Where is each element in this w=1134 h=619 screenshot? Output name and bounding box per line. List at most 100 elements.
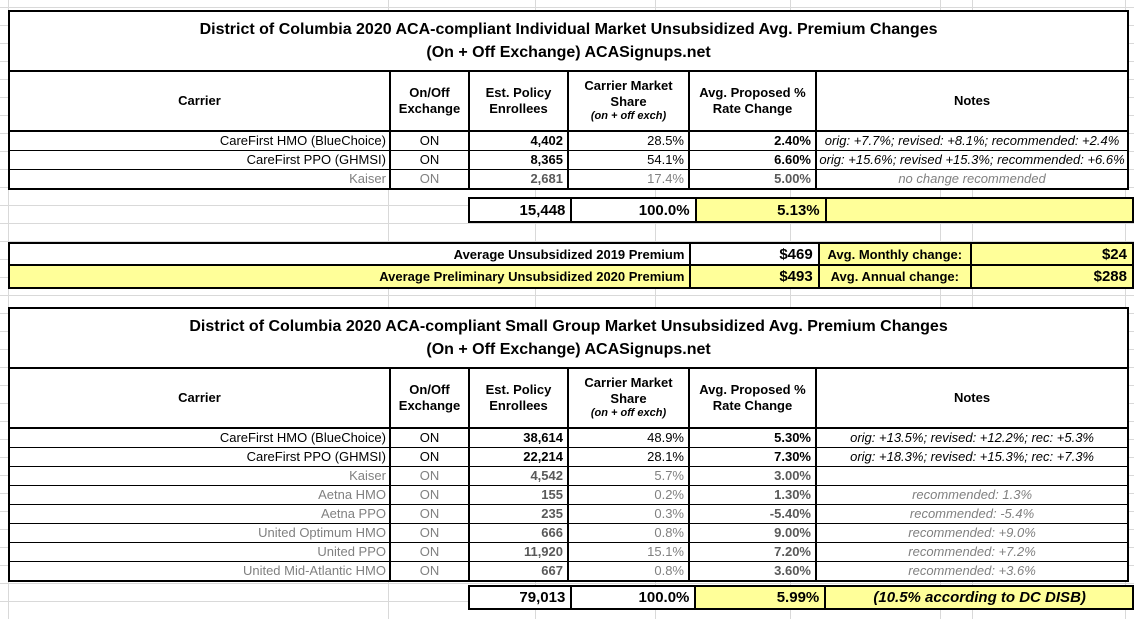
cell-on-off: ON	[389, 169, 470, 190]
header-avg-proposed-rate-change: Avg. Proposed % Rate Change	[688, 70, 817, 132]
table-row: Aetna HMO ON 155 0.2% 1.30% recommended:…	[8, 485, 1130, 505]
cell-notes: orig: +13.5%; revised: +12.2%; rec: +5.3…	[814, 427, 1130, 448]
total-market-share: 100.0%	[570, 585, 697, 610]
header-share-sub: (on + off exch)	[590, 407, 667, 420]
summary-row-2019: Average Unsubsidized 2019 Premium $469 A…	[7, 242, 1134, 266]
cell-on-off: ON	[389, 150, 470, 170]
table-row: CareFirst PPO (GHMSI) ON 8,365 54.1% 6.6…	[8, 150, 1130, 170]
cell-enrollees: 8,365	[468, 150, 569, 170]
cell-carrier: Kaiser	[8, 466, 391, 486]
cell-notes: recommended: +7.2%	[814, 542, 1130, 562]
monthly-change-value: $24	[969, 242, 1134, 266]
header-carrier: Carrier	[8, 367, 391, 429]
summary-value-2019: $469	[689, 242, 820, 266]
total-notes	[824, 197, 1134, 223]
cell-carrier: United Optimum HMO	[8, 523, 391, 543]
individual-totals-row: 15,448 100.0% 5.13%	[467, 197, 1134, 223]
header-est-policy-enrollees: Est. Policy Enrollees	[468, 70, 569, 132]
cell-enrollees: 4,402	[468, 130, 569, 151]
cell-on-off: ON	[389, 130, 470, 151]
table-row: United Mid-Atlantic HMO ON 667 0.8% 3.60…	[8, 561, 1130, 582]
annual-change-value: $288	[969, 264, 1134, 289]
cell-carrier: United Mid-Atlantic HMO	[8, 561, 391, 582]
cell-on-off: ON	[389, 447, 470, 467]
header-carrier-market-share: Carrier Market Share (on + off exch)	[567, 70, 690, 132]
cell-notes	[814, 466, 1130, 486]
cell-notes: orig: +15.6%; revised +15.3%; recommende…	[814, 150, 1130, 170]
individual-table-title: District of Columbia 2020 ACA-compliant …	[7, 10, 1130, 72]
summary-value-2020: $493	[689, 264, 820, 289]
summary-label-2019: Average Unsubsidized 2019 Premium	[7, 242, 692, 266]
cell-on-off: ON	[389, 561, 470, 582]
header-est-policy-enrollees: Est. Policy Enrollees	[468, 367, 569, 429]
total-enrollees: 79,013	[467, 585, 573, 610]
total-market-share: 100.0%	[570, 197, 697, 223]
cell-carrier: Kaiser	[8, 169, 391, 190]
cell-market-share: 0.2%	[567, 485, 690, 505]
total-rate-change: 5.13%	[694, 197, 827, 223]
table-row: Kaiser ON 4,542 5.7% 3.00%	[8, 466, 1130, 486]
cell-rate-change: 6.60%	[688, 150, 817, 170]
cell-rate-change: 2.40%	[688, 130, 817, 151]
cell-rate-change: 5.30%	[688, 427, 817, 448]
small-group-table-title: District of Columbia 2020 ACA-compliant …	[7, 307, 1130, 369]
column-header-row: Carrier On/Off Exchange Est. Policy Enro…	[8, 70, 1130, 132]
table-title-row: District of Columbia 2020 ACA-compliant …	[7, 307, 1130, 369]
summary-row-2020: Average Preliminary Unsubsidized 2020 Pr…	[7, 264, 1134, 289]
cell-rate-change: 9.00%	[688, 523, 817, 543]
cell-carrier: Aetna HMO	[8, 485, 391, 505]
cell-notes: recommended: -5.4%	[814, 504, 1130, 524]
cell-market-share: 48.9%	[567, 427, 690, 448]
cell-on-off: ON	[389, 523, 470, 543]
total-rate-change: 5.99%	[694, 585, 827, 610]
header-avg-proposed-rate-change: Avg. Proposed % Rate Change	[688, 367, 817, 429]
table-row: United Optimum HMO ON 666 0.8% 9.00% rec…	[8, 523, 1130, 543]
title-line-2: (On + Off Exchange) ACASignups.net	[426, 341, 711, 358]
cell-market-share: 54.1%	[567, 150, 690, 170]
cell-notes: recommended: 1.3%	[814, 485, 1130, 505]
cell-carrier: United PPO	[8, 542, 391, 562]
header-notes: Notes	[814, 367, 1130, 429]
cell-notes: recommended: +9.0%	[814, 523, 1130, 543]
cell-market-share: 17.4%	[567, 169, 690, 190]
cell-notes: orig: +18.3%; revised: +15.3%; rec: +7.3…	[814, 447, 1130, 467]
header-share-sub: (on + off exch)	[590, 110, 667, 123]
cell-rate-change: 1.30%	[688, 485, 817, 505]
table-row: Aetna PPO ON 235 0.3% -5.40% recommended…	[8, 504, 1130, 524]
header-carrier: Carrier	[8, 70, 391, 132]
cell-market-share: 0.8%	[567, 561, 690, 582]
cell-carrier: Aetna PPO	[8, 504, 391, 524]
cell-on-off: ON	[389, 542, 470, 562]
table-title-row: District of Columbia 2020 ACA-compliant …	[7, 10, 1130, 72]
cell-enrollees: 155	[468, 485, 569, 505]
table-row: CareFirst HMO (BlueChoice) ON 4,402 28.5…	[8, 130, 1130, 151]
header-on-off-exchange: On/Off Exchange	[389, 70, 470, 132]
cell-on-off: ON	[389, 427, 470, 448]
table-row: Kaiser ON 2,681 17.4% 5.00% no change re…	[8, 169, 1130, 190]
cell-on-off: ON	[389, 466, 470, 486]
premium-summary-block: Average Unsubsidized 2019 Premium $469 A…	[7, 242, 1134, 289]
cell-rate-change: 7.30%	[688, 447, 817, 467]
cell-on-off: ON	[389, 504, 470, 524]
title-line-1: District of Columbia 2020 ACA-compliant …	[199, 20, 938, 38]
cell-enrollees: 22,214	[468, 447, 569, 467]
individual-market-table: District of Columbia 2020 ACA-compliant …	[7, 10, 1130, 190]
cell-enrollees: 235	[468, 504, 569, 524]
header-share-main: Carrier Market Share	[584, 77, 673, 110]
cell-rate-change: 7.20%	[688, 542, 817, 562]
summary-label-2020: Average Preliminary Unsubsidized 2020 Pr…	[7, 264, 692, 289]
cell-notes: no change recommended	[814, 169, 1130, 190]
cell-carrier: CareFirst PPO (GHMSI)	[8, 447, 391, 467]
cell-rate-change: 3.00%	[688, 466, 817, 486]
annual-change-label: Avg. Annual change:	[817, 264, 972, 289]
total-notes: (10.5% according to DC DISB)	[824, 585, 1134, 610]
table-row: CareFirst HMO (BlueChoice) ON 38,614 48.…	[8, 427, 1130, 448]
header-notes: Notes	[814, 70, 1130, 132]
title-line-2: (On + Off Exchange) ACASignups.net	[426, 44, 711, 61]
header-on-off-exchange: On/Off Exchange	[389, 367, 470, 429]
cell-rate-change: -5.40%	[688, 504, 817, 524]
cell-market-share: 15.1%	[567, 542, 690, 562]
cell-market-share: 5.7%	[567, 466, 690, 486]
total-enrollees: 15,448	[467, 197, 573, 223]
